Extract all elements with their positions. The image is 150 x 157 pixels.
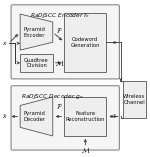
Polygon shape: [20, 14, 53, 50]
Text: RaDJSCC Decoder $g_e$: RaDJSCC Decoder $g_e$: [21, 92, 84, 101]
Text: Pyramid
Encoder: Pyramid Encoder: [24, 27, 45, 38]
Text: Feature
Reconstruction: Feature Reconstruction: [66, 111, 105, 122]
Bar: [20, 54, 53, 72]
Bar: [64, 97, 106, 136]
FancyBboxPatch shape: [11, 5, 119, 79]
Text: Wireless
Channel: Wireless Channel: [123, 95, 145, 105]
FancyBboxPatch shape: [11, 86, 119, 150]
Text: $\mathcal{M}$: $\mathcal{M}$: [81, 145, 90, 155]
Text: $\mathcal{F}$: $\mathcal{F}$: [56, 102, 63, 111]
Text: $\hat{x}$: $\hat{x}$: [2, 112, 8, 121]
Text: $\mathcal{M}$: $\mathcal{M}$: [55, 58, 64, 68]
Text: $s$: $s$: [112, 39, 117, 46]
Text: RaDJSCC Encoder $f_e$: RaDJSCC Encoder $f_e$: [30, 11, 90, 20]
Polygon shape: [20, 97, 53, 136]
Bar: [64, 13, 106, 72]
Text: Quadtree
Division: Quadtree Division: [24, 57, 49, 68]
Bar: [123, 81, 146, 118]
Text: Codeword
Generation: Codeword Generation: [71, 37, 100, 48]
Text: Pyramid
Decoder: Pyramid Decoder: [23, 111, 46, 122]
Text: $\mathcal{F}$: $\mathcal{F}$: [56, 26, 63, 35]
Text: $x$: $x$: [2, 40, 8, 47]
Text: $\hat{s}$: $\hat{s}$: [112, 112, 117, 121]
